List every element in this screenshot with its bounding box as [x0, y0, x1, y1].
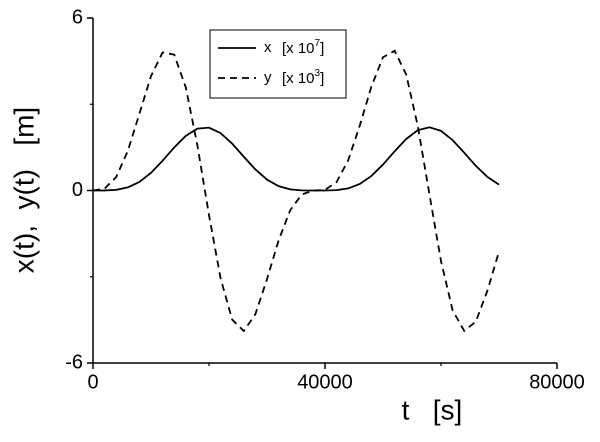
- multiplier-suffix: ]: [320, 40, 324, 57]
- legend-multiplier: [x 107]: [282, 38, 324, 57]
- multiplier-prefix: [x 10: [282, 70, 315, 87]
- legend-multiplier: [x 103]: [282, 68, 324, 87]
- y-axis-title: x(t), y(t) [m]: [8, 107, 39, 273]
- legend-label: x: [264, 39, 272, 56]
- legend-box: [209, 29, 347, 99]
- y-tick-label: -6: [65, 351, 83, 373]
- series-line: [92, 49, 500, 333]
- multiplier-exponent: 7: [315, 38, 321, 49]
- y-tick-label: 0: [72, 179, 83, 201]
- y-tick-label: 6: [72, 6, 83, 28]
- multiplier-suffix: ]: [320, 70, 324, 87]
- series-line: [92, 126, 500, 192]
- multiplier-prefix: [x 10: [282, 40, 315, 57]
- x-tick-label: 40000: [297, 371, 353, 393]
- legend-label: y: [264, 69, 272, 86]
- x-tick-label: 0: [87, 371, 98, 393]
- x-tick-label: 80000: [529, 371, 585, 393]
- multiplier-exponent: 3: [315, 68, 321, 79]
- x-axis-title: t [s]: [402, 394, 463, 425]
